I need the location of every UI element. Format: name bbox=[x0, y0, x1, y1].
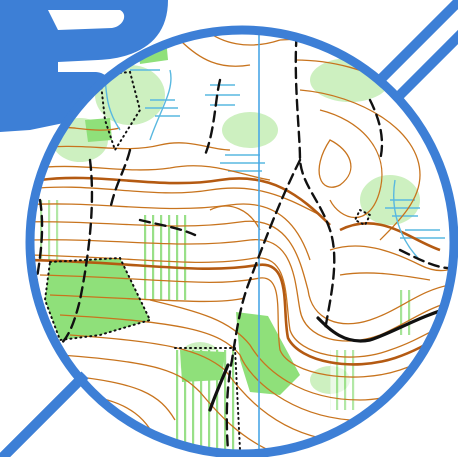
main-road bbox=[208, 303, 454, 412]
number-three-badge-icon bbox=[0, 0, 168, 132]
tracks bbox=[33, 30, 454, 452]
diagonal-line-icon bbox=[0, 371, 89, 457]
lens-frame bbox=[25, 25, 458, 457]
